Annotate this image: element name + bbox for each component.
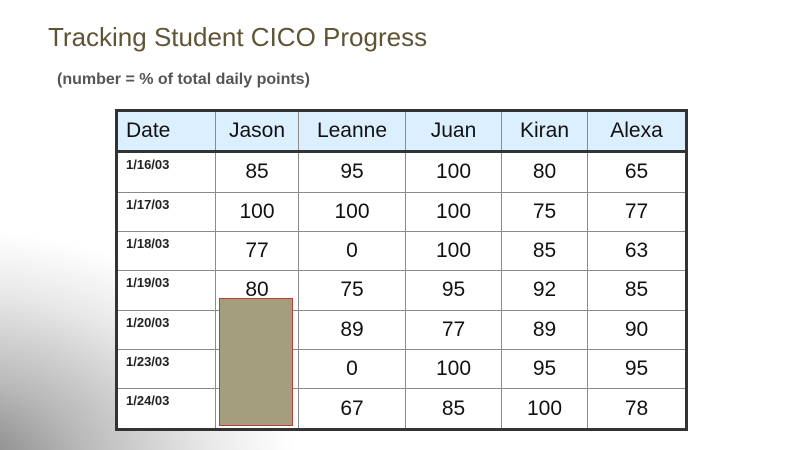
- table-row: 1/17/03 100 100 100 75 77: [116, 191, 687, 233]
- score-cell-juan: 77: [405, 309, 502, 350]
- table-row: 1/20/03 89 77 89 90: [116, 309, 687, 350]
- score-cell-leanne: 0: [298, 231, 406, 272]
- score-cell-leanne: 75: [298, 270, 406, 311]
- cico-progress-table: Date Jason Leanne Juan Kiran Alexa 1/16/…: [115, 109, 688, 431]
- score-cell-leanne: 67: [298, 388, 406, 430]
- score-cell-juan: 100: [405, 191, 502, 233]
- score-cell-alexa: 95: [587, 348, 687, 390]
- header-kiran: Kiran: [501, 110, 588, 153]
- table-row: 1/19/03 80 75 95 92 85: [116, 270, 687, 311]
- score-cell-leanne: 100: [298, 191, 406, 233]
- table-row: 1/18/03 77 0 100 85 63: [116, 231, 687, 272]
- score-cell-alexa: 85: [587, 270, 687, 311]
- header-date: Date: [116, 110, 216, 153]
- table-row: 1/23/03 0 100 95 95: [116, 348, 687, 390]
- score-cell-kiran: 89: [501, 309, 588, 350]
- score-cell-jason: 77: [215, 231, 299, 272]
- score-cell-kiran: 75: [501, 191, 588, 233]
- score-cell-kiran: 85: [501, 231, 588, 272]
- header-alexa: Alexa: [587, 110, 687, 153]
- date-cell: 1/17/03: [116, 191, 216, 233]
- date-cell: 1/23/03: [116, 348, 216, 390]
- header-jason: Jason: [215, 110, 299, 153]
- score-cell-juan: 100: [405, 231, 502, 272]
- table-row: 1/24/03 67 85 100 78: [116, 388, 687, 430]
- slide-title: Tracking Student CICO Progress: [48, 22, 428, 52]
- table-row: 1/16/03 85 95 100 80 65: [116, 151, 687, 193]
- date-cell: 1/18/03: [116, 231, 216, 272]
- slide-subtitle: (number = % of total daily points): [57, 71, 310, 88]
- score-cell-jason: 85: [215, 151, 299, 193]
- score-cell-jason: 100: [215, 191, 299, 233]
- table-header-row: Date Jason Leanne Juan Kiran Alexa: [116, 110, 687, 153]
- redaction-box: [219, 298, 293, 426]
- header-juan: Juan: [405, 110, 502, 153]
- score-cell-kiran: 80: [501, 151, 588, 193]
- header-leanne: Leanne: [298, 110, 406, 153]
- score-cell-alexa: 90: [587, 309, 687, 350]
- score-cell-alexa: 63: [587, 231, 687, 272]
- score-cell-kiran: 92: [501, 270, 588, 311]
- date-cell: 1/24/03: [116, 388, 216, 430]
- score-cell-juan: 100: [405, 151, 502, 193]
- date-cell: 1/19/03: [116, 270, 216, 311]
- score-cell-alexa: 78: [587, 388, 687, 430]
- score-cell-juan: 100: [405, 348, 502, 390]
- date-cell: 1/20/03: [116, 309, 216, 350]
- score-cell-leanne: 95: [298, 151, 406, 193]
- score-cell-kiran: 95: [501, 348, 588, 390]
- score-cell-alexa: 77: [587, 191, 687, 233]
- score-cell-leanne: 0: [298, 348, 406, 390]
- score-cell-leanne: 89: [298, 309, 406, 350]
- score-cell-kiran: 100: [501, 388, 588, 430]
- score-cell-juan: 85: [405, 388, 502, 430]
- score-cell-juan: 95: [405, 270, 502, 311]
- score-cell-alexa: 65: [587, 151, 687, 193]
- date-cell: 1/16/03: [116, 151, 216, 193]
